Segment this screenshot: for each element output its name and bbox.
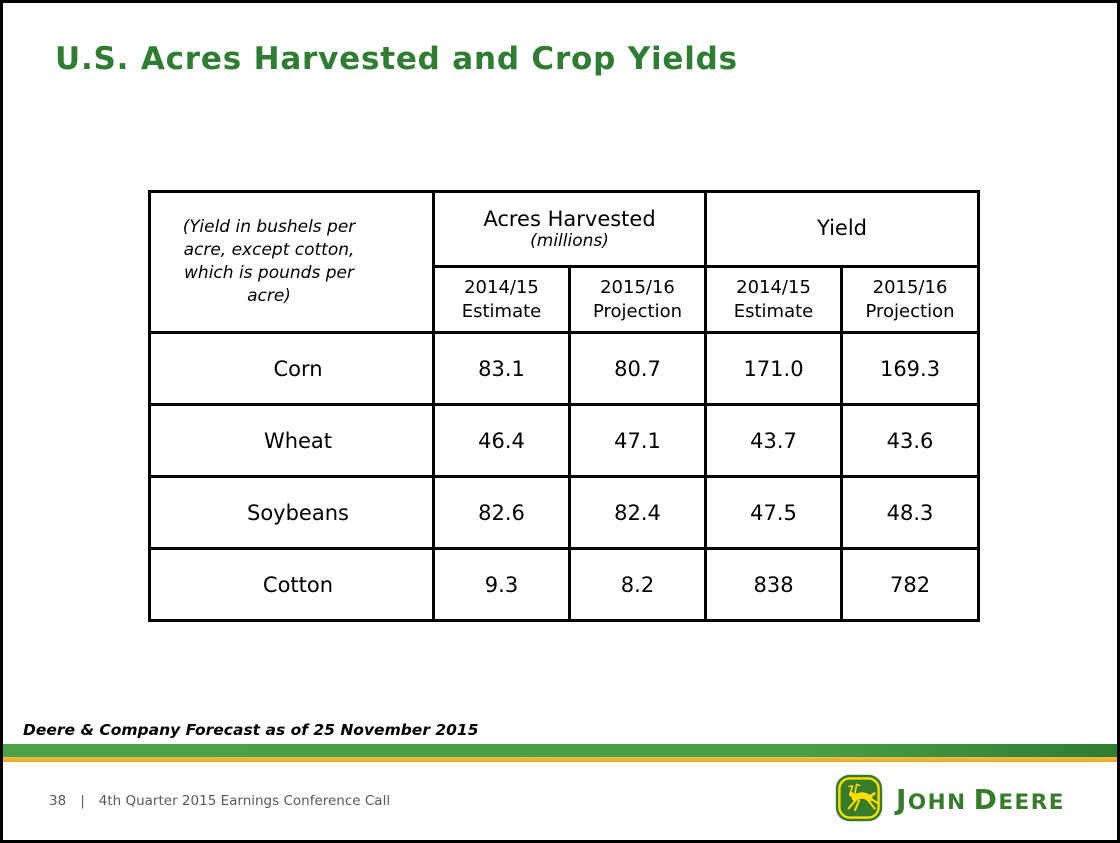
table-row-corn: Corn 83.1 80.7 171.0 169.3: [148, 331, 981, 406]
column-group-acres-harvested: Acres Harvested (millions): [431, 190, 708, 268]
cell-value: 43.7: [704, 403, 844, 478]
column-group-sublabel: (millions): [530, 230, 609, 251]
gold-bar: [3, 757, 1117, 762]
cell-value: 80.7: [567, 331, 708, 406]
green-bar: [3, 744, 1117, 757]
table-row-cotton: Cotton 9.3 8.2 838 782: [148, 547, 981, 622]
slide-title: U.S. Acres Harvested and Crop Yields: [55, 41, 738, 77]
cell-value: 43.6: [840, 403, 981, 478]
cell-value: 82.4: [567, 475, 708, 550]
column-header-yield-estimate: 2014/15 Estimate: [704, 265, 844, 334]
cell-value: 171.0: [704, 331, 844, 406]
column-header-acres-projection: 2015/16 Projection: [567, 265, 708, 334]
page-footer: 38 | 4th Quarter 2015 Earnings Conferenc…: [49, 793, 390, 809]
row-label: Corn: [148, 331, 435, 406]
table-note: (Yield in bushels per acre, except cotto…: [182, 217, 356, 306]
column-header-acres-estimate: 2014/15 Estimate: [432, 265, 571, 334]
table-row-soybeans: Soybeans 82.6 82.4 47.5 48.3: [148, 475, 981, 550]
cell-value: 8.2: [567, 547, 708, 622]
cell-value: 83.1: [432, 331, 571, 406]
cell-value: 48.3: [840, 475, 981, 550]
john-deere-logo: JOHN DEERE: [835, 773, 1065, 827]
row-label: Soybeans: [148, 475, 435, 550]
cell-value: 9.3: [432, 547, 571, 622]
table-row-wheat: Wheat 46.4 47.1 43.7 43.6: [148, 403, 981, 478]
cell-value: 782: [840, 547, 981, 622]
crop-yield-table: (Yield in bushels per acre, except cotto…: [148, 190, 981, 622]
cell-value: 47.5: [704, 475, 844, 550]
column-group-label: Acres Harvested: [483, 206, 656, 231]
forecast-footnote: Deere & Company Forecast as of 25 Novemb…: [23, 721, 479, 739]
column-group-label: Yield: [817, 216, 868, 241]
cell-value: 46.4: [432, 403, 571, 478]
row-label: Wheat: [148, 403, 435, 478]
leaping-deer-icon: [835, 773, 883, 827]
crop-yield-table-container: (Yield in bushels per acre, except cotto…: [148, 190, 981, 622]
divider-bar: [3, 744, 1117, 762]
row-label: Cotton: [148, 547, 435, 622]
footer-title: 4th Quarter 2015 Earnings Conference Cal…: [98, 793, 391, 809]
footer-separator: |: [80, 793, 85, 809]
column-header-yield-projection: 2015/16 Projection: [840, 265, 981, 334]
page-number: 38: [49, 793, 67, 809]
cell-value: 838: [704, 547, 844, 622]
brand-wordmark: JOHN DEERE: [895, 783, 1065, 816]
cell-value: 169.3: [840, 331, 981, 406]
table-note-cell: (Yield in bushels per acre, except cotto…: [148, 190, 435, 334]
cell-value: 47.1: [567, 403, 708, 478]
cell-value: 82.6: [432, 475, 571, 550]
column-group-yield: Yield: [704, 190, 981, 268]
